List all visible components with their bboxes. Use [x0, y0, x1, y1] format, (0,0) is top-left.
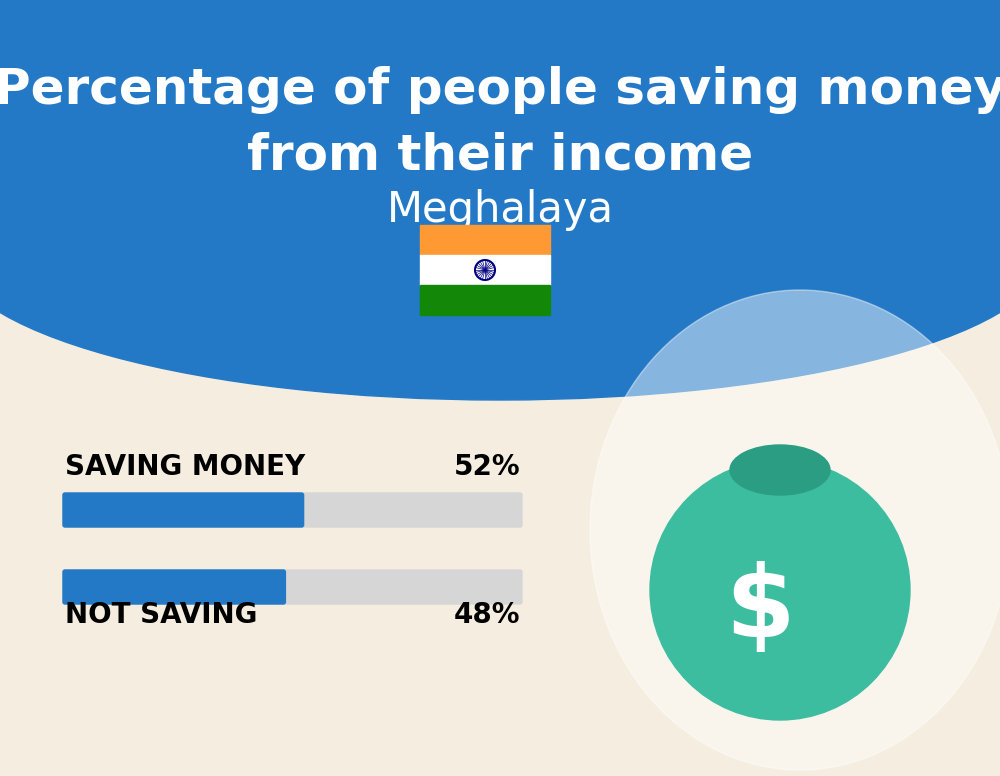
FancyBboxPatch shape [63, 493, 304, 527]
Circle shape [650, 460, 910, 720]
Text: Meghalaya: Meghalaya [386, 189, 614, 231]
Text: Percentage of people saving money: Percentage of people saving money [0, 66, 1000, 114]
Bar [420, 225, 550, 255]
Bar [420, 285, 550, 315]
FancyBboxPatch shape [63, 570, 522, 604]
Text: 52%: 52% [453, 453, 520, 481]
Text: $: $ [725, 562, 795, 659]
Bar [0, 0, 1000, 310]
Text: NOT SAVING: NOT SAVING [65, 601, 257, 629]
FancyBboxPatch shape [63, 570, 285, 604]
Ellipse shape [590, 290, 1000, 770]
Ellipse shape [730, 445, 830, 495]
Text: 48%: 48% [454, 601, 520, 629]
Ellipse shape [0, 100, 1000, 400]
FancyBboxPatch shape [63, 493, 522, 527]
Bar [420, 255, 550, 285]
Text: from their income: from their income [247, 131, 753, 179]
Text: SAVING MONEY: SAVING MONEY [65, 453, 305, 481]
